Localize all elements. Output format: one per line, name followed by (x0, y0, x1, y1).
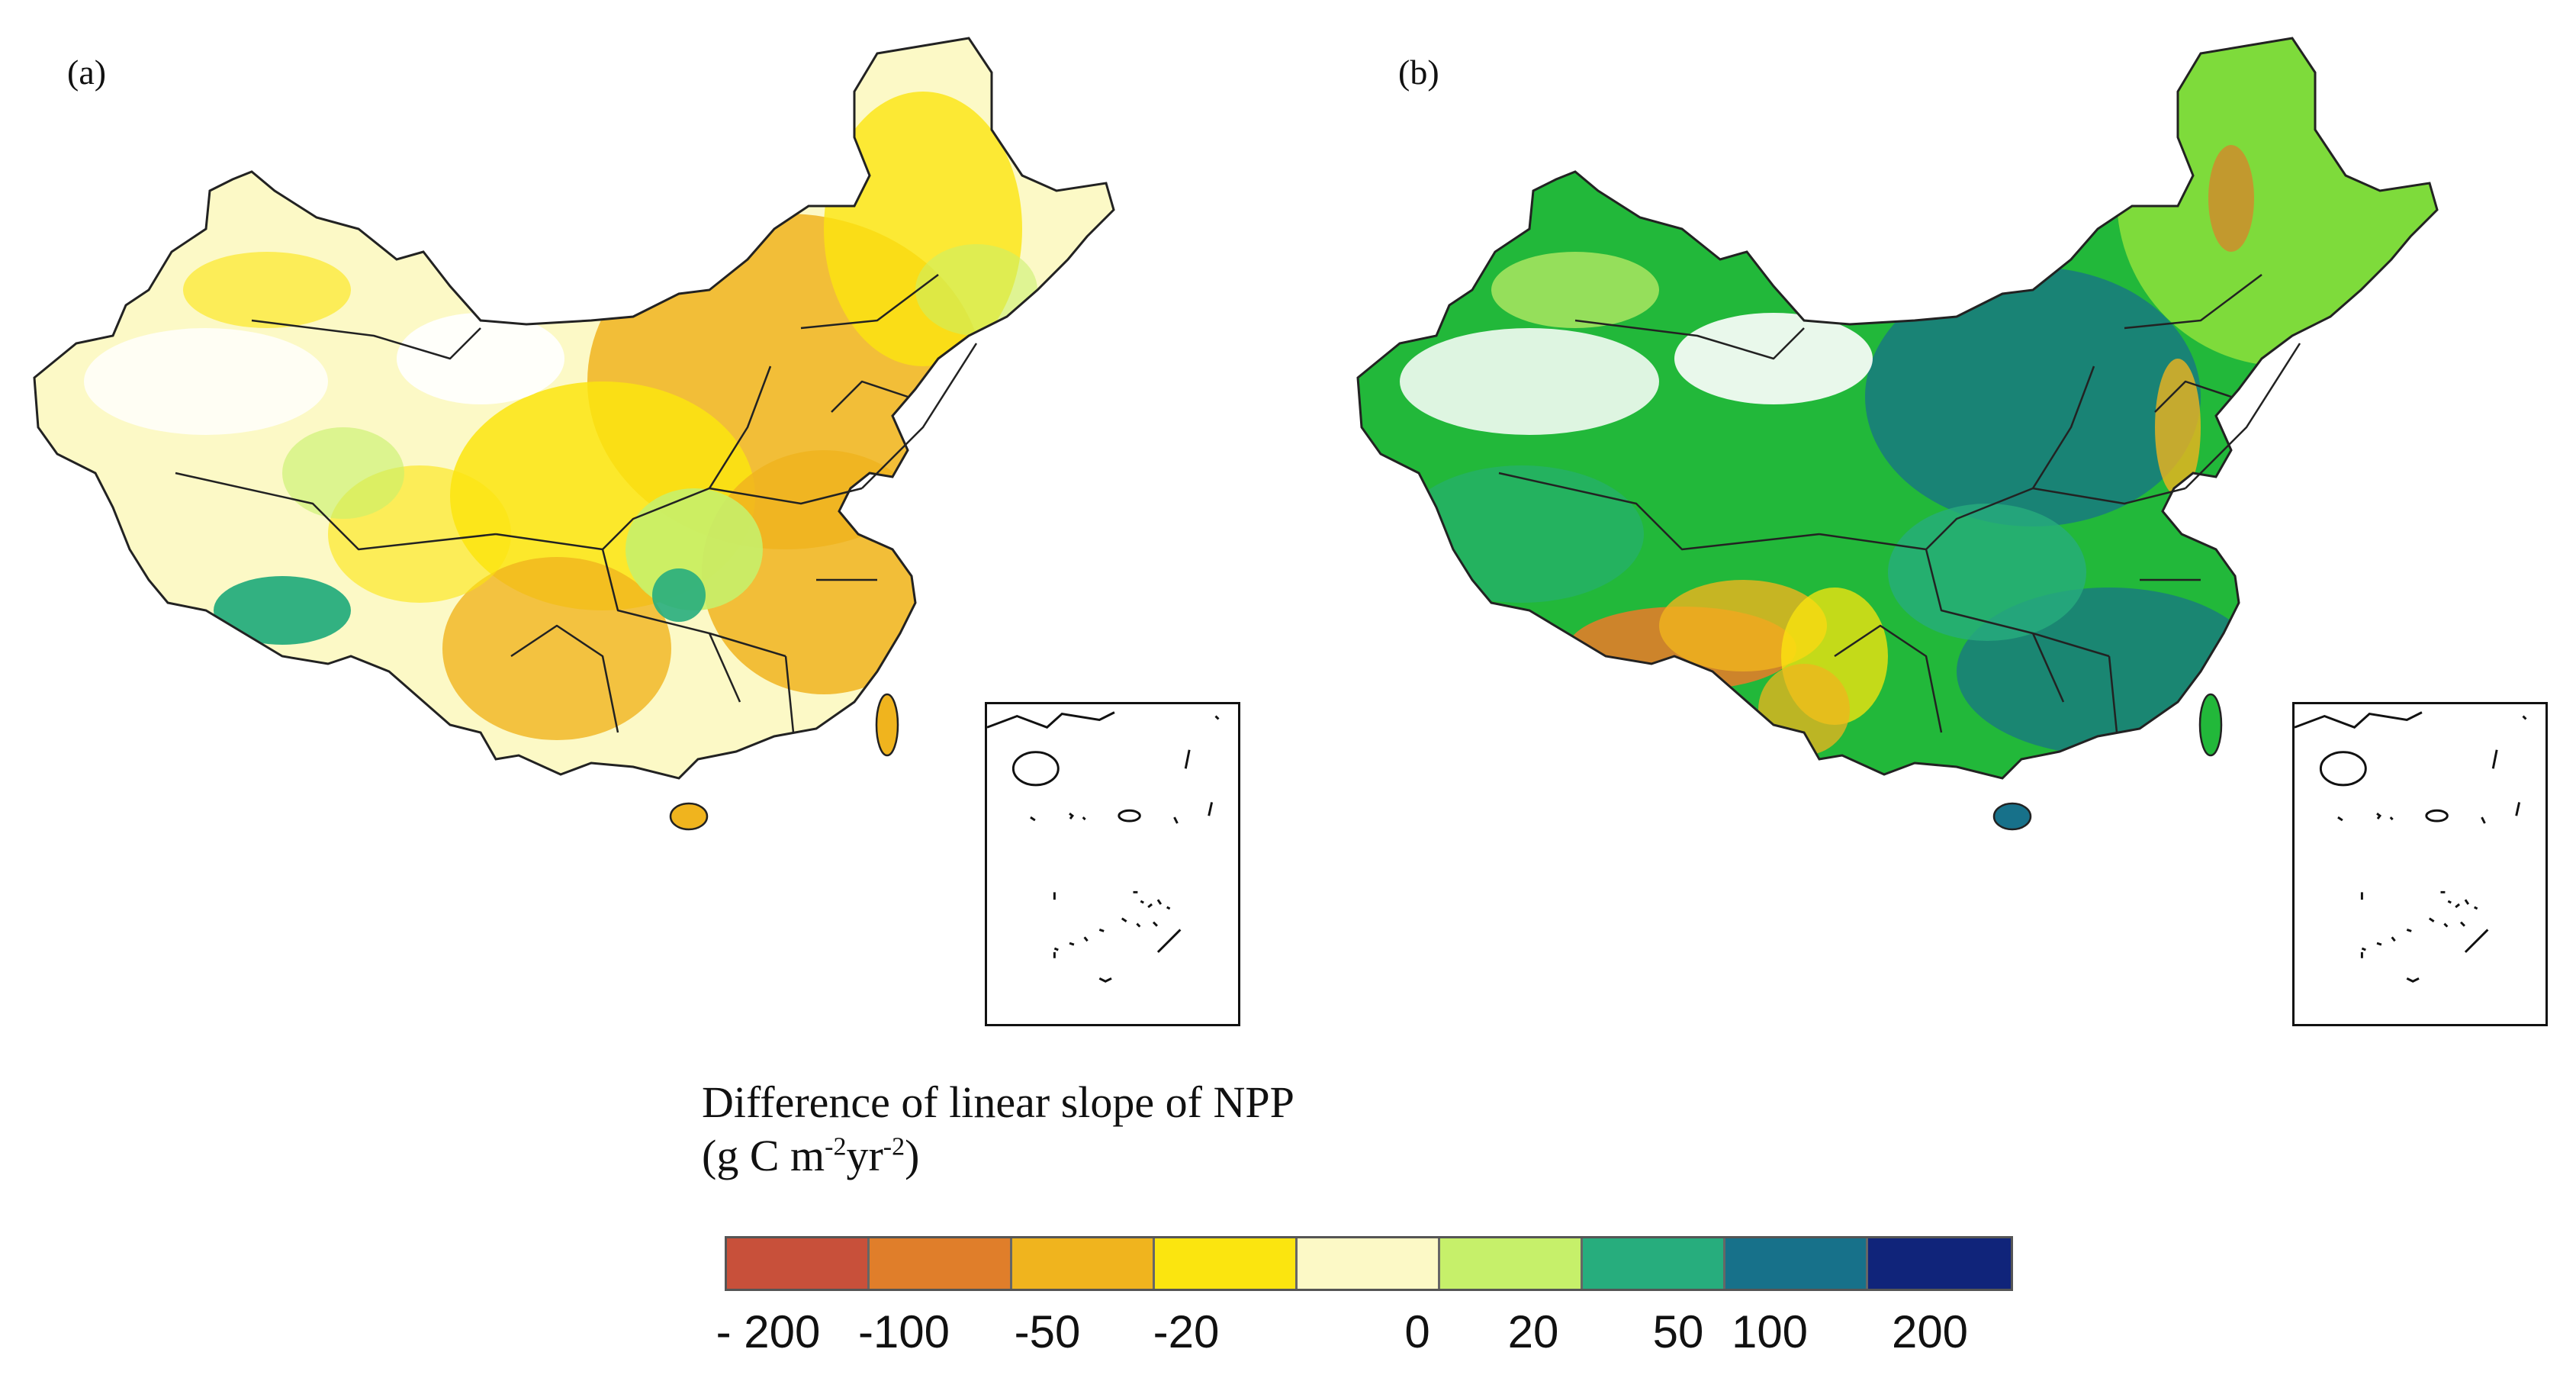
legend-unit-exp2: -2 (883, 1132, 905, 1161)
legend-unit-suffix: ) (905, 1130, 920, 1180)
legend-colorbar (725, 1236, 2013, 1291)
legend-tick-label: -100 (857, 1306, 950, 1357)
legend-tick-label: 0 (1404, 1306, 1430, 1357)
legend-swatch-7 (1725, 1238, 1868, 1289)
legend-unit-mid: yr (846, 1130, 883, 1180)
legend-unit: (g C m-2yr-2) (702, 1129, 1294, 1183)
legend-swatch-8 (1868, 1238, 2011, 1289)
legend-swatch-0 (727, 1238, 870, 1289)
legend-tick-label: 50 (1652, 1306, 1704, 1357)
legend-tick-label: -20 (1153, 1306, 1220, 1357)
inset-map-b (2295, 711, 2527, 983)
map-panel-b (1356, 37, 2439, 831)
legend-tick-label: 100 (1731, 1306, 1809, 1357)
panel-a-label: (a) (67, 53, 107, 92)
inset-map-a (987, 711, 1220, 983)
taiwan-island-b (2198, 693, 2223, 757)
legend-swatch-5 (1440, 1238, 1583, 1289)
legend-swatch-3 (1155, 1238, 1298, 1289)
taiwan-island-a (875, 693, 899, 757)
legend-tick-label: -50 (1014, 1306, 1081, 1357)
legend-unit-prefix: (g C m (702, 1130, 825, 1180)
legend-title: Difference of linear slope of NPP (g C m… (702, 1076, 1294, 1182)
legend-tick-label: 20 (1507, 1306, 1559, 1357)
hainan-island-a (669, 802, 709, 831)
map-panel-a (33, 37, 1115, 831)
legend-unit-exp1: -2 (825, 1132, 847, 1161)
legend-tick-label: - 200 (716, 1306, 821, 1357)
legend-swatch-6 (1583, 1238, 1725, 1289)
panel-b-label: (b) (1398, 53, 1439, 92)
legend-swatch-1 (870, 1238, 1012, 1289)
legend-tick-label: 200 (1891, 1306, 1969, 1357)
hainan-island-b (1992, 802, 2032, 831)
south-china-sea-inset-a (985, 702, 1240, 1026)
legend-swatch-4 (1298, 1238, 1440, 1289)
legend-title-text: Difference of linear slope of NPP (702, 1077, 1294, 1127)
south-china-sea-inset-b (2292, 702, 2548, 1026)
legend-swatch-2 (1012, 1238, 1155, 1289)
